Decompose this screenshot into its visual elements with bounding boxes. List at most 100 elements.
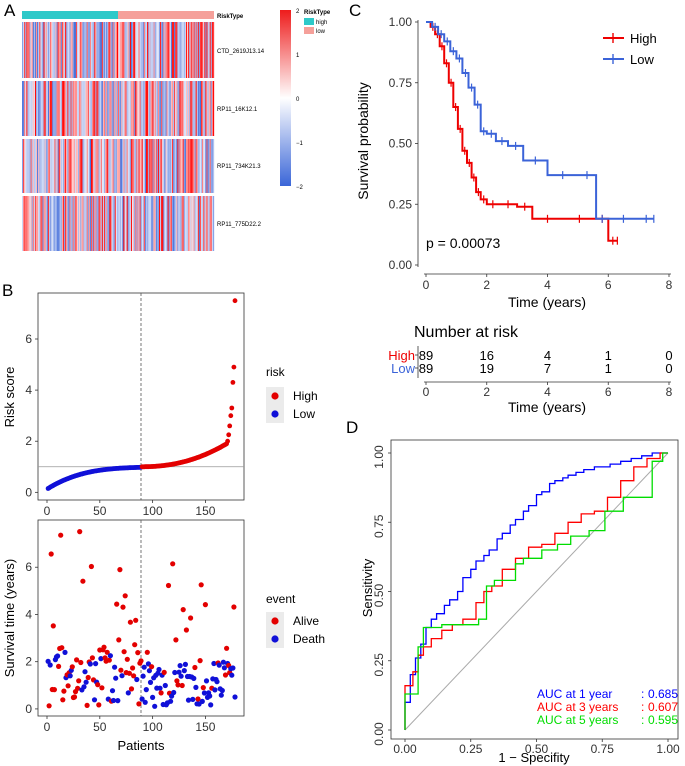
heatmap-cell: [175, 196, 177, 251]
heatmap-cell: [112, 139, 114, 193]
heatmap-cell: [70, 81, 72, 136]
heatmap-cell: [62, 22, 65, 78]
heatmap-cell: [82, 22, 84, 78]
heatmap-cell: [160, 139, 162, 193]
heatmap-cell: [87, 139, 90, 193]
auc-sep: :: [641, 713, 644, 727]
heatmap-cell: [175, 139, 177, 193]
heatmap-cell: [154, 22, 156, 78]
heatmap-cell: [177, 196, 179, 251]
heatmap-cell: [201, 22, 203, 78]
heatmap-cell: [153, 81, 155, 136]
heatmap-cell: [50, 81, 52, 136]
heatmap-cell: [135, 81, 137, 136]
heatmap-cell: [27, 22, 29, 78]
heatmap-cell: [173, 22, 175, 78]
heatmap-cell: [39, 196, 41, 251]
heatmap-cell: [110, 81, 112, 136]
heatmap-cell: [68, 22, 70, 78]
survival-point: [82, 669, 88, 675]
heatmap-cell: [174, 81, 176, 136]
heatmap-cell: [168, 81, 170, 136]
heatmap-cell: [153, 196, 155, 251]
x-tick-label: 50: [93, 720, 107, 734]
heatmap-cell: [26, 139, 28, 193]
heatmap-cell: [176, 139, 178, 193]
survival-point: [199, 698, 205, 705]
heatmap-row-label: CTD_2619J13.14: [217, 49, 265, 55]
y-axis-label: Survival probability: [355, 82, 371, 200]
survival-point: [208, 702, 214, 708]
heatmap-cell: [199, 22, 202, 78]
heatmap-cell: [164, 22, 166, 78]
axis-ticks: 0 2 4 6 0 50 100 150: [25, 332, 215, 518]
survival-point: [77, 529, 83, 535]
heatmap-cell: [58, 22, 60, 78]
heatmap-cell: [136, 196, 138, 251]
heatmap-cell: [59, 22, 61, 78]
heatmap-cell: [79, 22, 81, 78]
survival-point: [179, 682, 185, 689]
heatmap-cell: [208, 139, 210, 193]
x-tick-label: 0: [423, 278, 430, 292]
heatmap-cell: [44, 196, 46, 251]
survival-point: [62, 649, 68, 656]
x-tick-label: 8: [666, 278, 673, 292]
heatmap-cell: [52, 139, 54, 193]
heatmap-cell: [163, 196, 165, 251]
legend-label: High: [630, 31, 657, 46]
heatmap-cell: [91, 81, 93, 136]
y-tick-label: 0.00: [372, 722, 386, 746]
heatmap-cell: [176, 81, 178, 136]
heatmap-cell: [43, 139, 45, 193]
heatmap-cell: [31, 81, 33, 136]
survival-point: [113, 675, 119, 681]
heatmap-cell: [166, 196, 168, 251]
heatmap-cell: [146, 22, 148, 78]
heatmap-cell: [98, 139, 100, 193]
heatmap-cell: [93, 196, 95, 251]
heatmap-cell: [209, 139, 211, 193]
heatmap-cell: [196, 139, 198, 193]
heatmap-cell: [150, 196, 152, 251]
heatmap-cell: [179, 81, 181, 136]
survival-point: [185, 697, 192, 703]
heatmap-cell: [166, 81, 168, 136]
heatmap-cell: [157, 139, 160, 193]
heatmap-row-label: RP11_734K21.3: [217, 164, 261, 170]
heatmap-cell: [120, 22, 122, 78]
heatmap-cell: [77, 22, 79, 78]
heatmap-cell: [119, 22, 121, 78]
survival-point: [200, 685, 206, 691]
heatmap-cell: [125, 81, 127, 136]
roc-panel: 0.00 0.25 0.50 0.75 1.00 0.00 0.25 0.50 0.75 1.00…: [360, 439, 680, 765]
heatmap-cell: [174, 22, 176, 78]
heatmap-cell: [190, 22, 192, 78]
heatmap-cell: [165, 81, 167, 136]
heatmap-cell: [204, 22, 206, 78]
heatmap-cell: [141, 81, 143, 136]
survival-point: [136, 701, 142, 707]
heatmap-cell: [84, 196, 86, 251]
heatmap-cell: [193, 139, 195, 193]
heatmap-cell: [163, 81, 165, 136]
x-tick-label: 0.50: [525, 742, 549, 756]
heatmap-cell: [168, 196, 170, 251]
heatmap-cell: [114, 196, 116, 251]
heatmap-cell: [194, 139, 196, 193]
heatmap-cell: [65, 196, 67, 251]
heatmap-cell: [147, 22, 149, 78]
heatmap-cell: [143, 196, 146, 251]
heatmap-cell: [134, 22, 136, 78]
heatmap-cell: [164, 81, 166, 136]
survival-point: [181, 668, 187, 674]
heatmap-cell: [126, 81, 128, 136]
heatmap-cell: [100, 196, 102, 251]
heatmap-cell: [146, 81, 148, 136]
x-tick-label: 6: [605, 385, 612, 399]
survival-point: [76, 678, 82, 684]
heatmap-cell: [41, 139, 43, 193]
heatmap-cell: [31, 196, 33, 251]
heatmap-cell: [67, 22, 69, 78]
heatmap-cell: [129, 81, 132, 136]
